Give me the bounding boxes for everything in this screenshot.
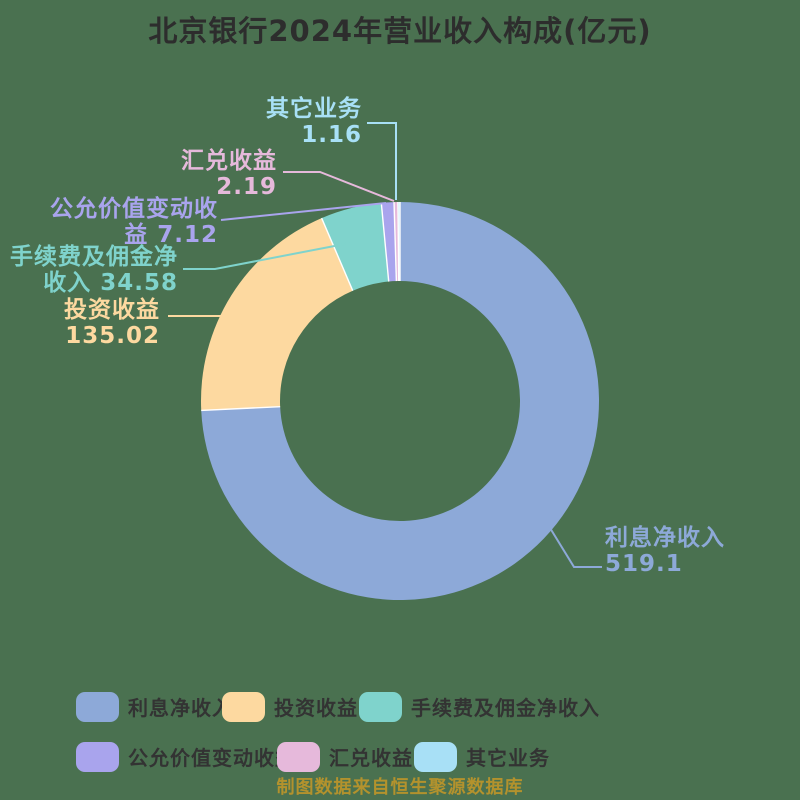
- legend-item-0-2[interactable]: 手续费及佣金净收入: [359, 691, 600, 722]
- legend-swatch: [414, 741, 457, 772]
- slice-separator: [320, 217, 354, 291]
- slice-label-name: 其它业务: [266, 96, 362, 122]
- legend-item-1-1[interactable]: 汇兑收益: [277, 741, 413, 772]
- leader-line-0: [367, 122, 397, 200]
- slice-label-1: 汇兑收益 2.19: [181, 148, 277, 200]
- legend-item-1-0[interactable]: 公允价值变动收益: [76, 741, 296, 772]
- pie-slice-1[interactable]: [201, 218, 353, 411]
- legend-label: 手续费及佣金净收入: [411, 696, 600, 720]
- slice-label-name: 利息净收入: [605, 525, 725, 551]
- pie-slice-0[interactable]: [201, 202, 600, 601]
- pie-slice-2[interactable]: [321, 202, 389, 291]
- slice-label-value: 收入 34.58: [43, 270, 178, 296]
- pie-slice-3[interactable]: [381, 202, 397, 282]
- legend-item-0-0[interactable]: 利息净收入: [76, 691, 233, 722]
- slice-label-value: 519.1: [605, 551, 683, 577]
- chart-title: 北京银行2024年营业收入构成(亿元): [148, 14, 652, 48]
- legend-label: 投资收益: [274, 696, 358, 720]
- leader-line-2: [220, 202, 387, 221]
- leader-line-3: [183, 242, 351, 270]
- slice-label-value: 1.16: [301, 122, 362, 148]
- slice-label-value: 益 7.12: [124, 222, 218, 248]
- slice-label-3: 手续费及佣金净 收入 34.58: [10, 244, 178, 296]
- legend-item-1-2[interactable]: 其它业务: [414, 741, 550, 772]
- slice-label-5: 利息净收入 519.1: [605, 525, 725, 577]
- slice-label-0: 其它业务 1.16: [266, 96, 362, 148]
- slice-separator: [397, 202, 400, 282]
- legend-swatch: [359, 691, 402, 722]
- legend-label: 利息净收入: [128, 696, 233, 720]
- slice-label-value: 135.02: [65, 323, 160, 349]
- legend-label: 公允价值变动收益: [128, 746, 296, 770]
- slice-label-value: 2.19: [216, 174, 277, 200]
- legend-swatch: [76, 741, 119, 772]
- legend-swatch: [277, 741, 320, 772]
- slice-label-name: 汇兑收益: [181, 148, 277, 174]
- leader-line-5: [530, 496, 602, 568]
- leader-line-1: [283, 171, 395, 202]
- legend-label: 其它业务: [466, 746, 550, 770]
- leader-line-4: [168, 315, 291, 346]
- slice-separator: [393, 202, 398, 282]
- slice-separator: [201, 405, 281, 412]
- slice-label-name: 手续费及佣金净: [10, 244, 178, 270]
- legend-item-0-1[interactable]: 投资收益: [222, 691, 358, 722]
- slice-label-name: 公允价值变动收: [50, 196, 218, 222]
- legend-label: 汇兑收益: [329, 746, 413, 770]
- slice-label-4: 投资收益 135.02: [64, 297, 160, 349]
- data-source-note: 制图数据来自恒生聚源数据库: [276, 777, 524, 798]
- legend-swatch: [222, 691, 265, 722]
- slice-separator: [380, 202, 390, 282]
- slice-label-name: 投资收益: [64, 297, 160, 323]
- slice-label-2: 公允价值变动收益 7.12: [50, 196, 218, 248]
- legend-swatch: [76, 691, 119, 722]
